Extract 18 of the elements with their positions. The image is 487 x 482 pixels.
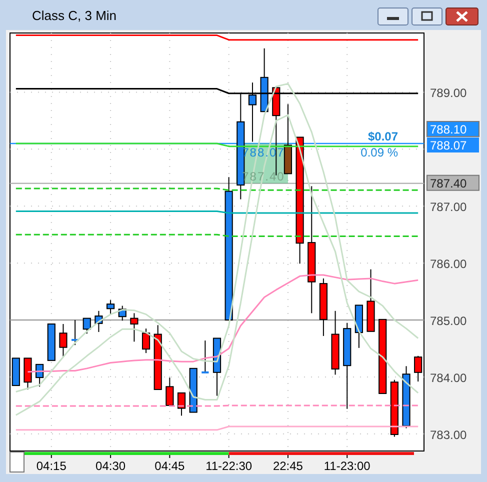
y-tick-label: 787.00: [430, 200, 468, 214]
x-tick-label: 11-23:00: [324, 459, 371, 473]
chart-title: Class C, 3 Min: [32, 8, 117, 23]
x-tick-label: 11-22:30: [206, 459, 252, 473]
annotation: $0.07: [368, 129, 398, 144]
y-tick-label: 783.00: [430, 428, 468, 442]
ref-line-label: 787.40: [430, 176, 468, 190]
x-tick-label: 04:30: [96, 459, 126, 473]
x-tick-label: 04:15: [36, 459, 67, 473]
y-tick-label: 786.00: [430, 257, 468, 272]
y-tick-label: 785.00: [430, 314, 468, 328]
x-tick-label: 22:45: [272, 459, 304, 473]
y-tick-label: 789.00: [430, 86, 468, 100]
y-tick-label: 784.00: [430, 370, 468, 385]
text: 788.07: [430, 138, 468, 152]
x-tick-label: 04:45: [154, 459, 186, 473]
annotation: 0.09 %: [360, 145, 398, 160]
ref-line-label: 788.10: [430, 122, 468, 136]
